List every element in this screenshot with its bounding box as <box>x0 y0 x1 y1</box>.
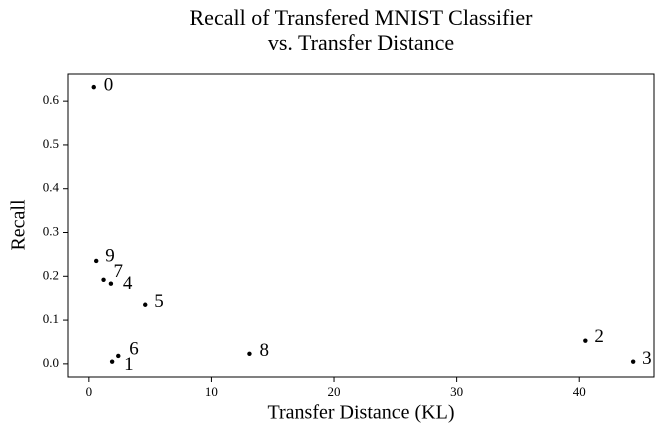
point-label: 1 <box>124 354 133 375</box>
point-label: 7 <box>114 261 124 282</box>
point <box>247 351 252 356</box>
y-tick-label: 0.5 <box>43 136 59 151</box>
y-tick-label: 0.4 <box>43 180 60 195</box>
point <box>93 258 99 264</box>
point <box>108 281 114 286</box>
point-label: 8 <box>259 340 269 361</box>
point <box>630 359 636 364</box>
x-axis-label: Transfer Distance (KL) <box>268 402 455 424</box>
point <box>101 277 106 282</box>
point-label: 0 <box>104 74 114 95</box>
y-tick-label: 0.2 <box>43 267 59 282</box>
point-label: 5 <box>154 291 164 312</box>
point-label: 6 <box>129 338 139 359</box>
x-tick-label: 0 <box>86 384 93 399</box>
x-tick-label: 40 <box>573 384 586 399</box>
x-tick-label: 10 <box>205 384 218 399</box>
point <box>109 359 115 364</box>
point-label: 9 <box>105 245 115 266</box>
point-label: 4 <box>123 273 133 294</box>
y-axis-label: Recall <box>8 199 30 251</box>
y-tick-label: 0.6 <box>43 92 60 107</box>
y-tick-label: 0.3 <box>43 223 59 238</box>
point <box>91 84 96 90</box>
point <box>116 353 121 359</box>
x-tick-label: 20 <box>328 384 341 399</box>
y-tick-label: 0.1 <box>43 311 59 326</box>
x-tick-label: 30 <box>450 384 463 399</box>
point <box>583 338 588 343</box>
point-label: 3 <box>642 348 652 369</box>
chart-title: vs. Transfer Distance <box>268 30 454 55</box>
point <box>143 302 148 307</box>
chart-title: Recall of Transfered MNIST Classifier <box>190 5 534 30</box>
y-tick-label: 0.0 <box>43 355 59 370</box>
point-label: 2 <box>594 326 604 347</box>
plot-frame <box>67 73 655 378</box>
